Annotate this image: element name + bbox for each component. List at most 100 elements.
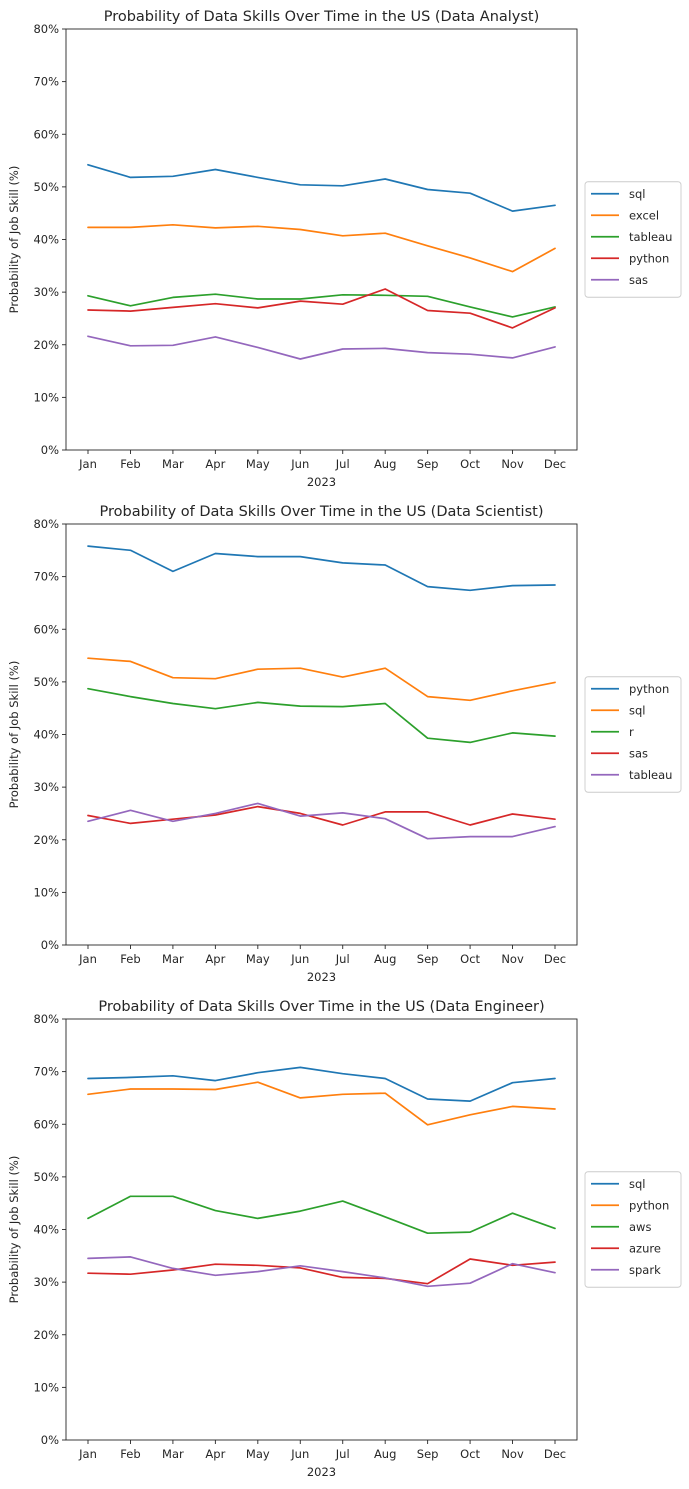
legend-box — [584, 181, 682, 298]
x-axis-label: 2023 — [307, 475, 336, 489]
x-tick-label: Mar — [162, 952, 184, 966]
y-tick-label: 20% — [33, 338, 59, 352]
y-tick-label: 40% — [33, 1223, 59, 1237]
chart-title: Probability of Data Skills Over Time in … — [100, 504, 544, 520]
x-tick-label: Apr — [205, 1447, 225, 1461]
legend-label: azure — [629, 1241, 661, 1255]
legend-box — [584, 1171, 682, 1288]
x-tick-label: Oct — [460, 457, 480, 471]
chart-title: Probability of Data Skills Over Time in … — [98, 999, 544, 1015]
chart-1: Probability of Data Skills Over Time in … — [7, 9, 682, 489]
y-tick-label: 50% — [33, 675, 59, 689]
x-tick-label: Apr — [205, 457, 225, 471]
y-tick-label: 20% — [33, 1328, 59, 1342]
x-tick-label: Aug — [374, 952, 396, 966]
legend-label: aws — [629, 1220, 651, 1234]
x-tick-label: Dec — [544, 1447, 566, 1461]
legend: sql python aws azure spark — [584, 1171, 682, 1288]
x-tick-label: Mar — [162, 457, 184, 471]
y-tick-label: 60% — [33, 127, 59, 141]
x-tick-label: Jan — [78, 1447, 97, 1461]
x-tick-label: Sep — [417, 457, 439, 471]
x-tick-label: Nov — [501, 952, 524, 966]
y-tick-label: 40% — [33, 728, 59, 742]
y-tick-label: 50% — [33, 1170, 59, 1184]
x-tick-label: May — [246, 457, 270, 471]
x-tick-label: Nov — [501, 457, 524, 471]
x-tick-label: Jan — [78, 457, 97, 471]
x-tick-label: Apr — [205, 952, 225, 966]
y-tick-label: 80% — [33, 1012, 59, 1026]
legend-label: spark — [629, 1263, 661, 1277]
x-tick-label: Sep — [417, 1447, 439, 1461]
legend-label: sql — [629, 703, 646, 717]
y-tick-label: 30% — [33, 1275, 59, 1289]
x-tick-label: Oct — [460, 1447, 480, 1461]
legend: python sql r sas tableau — [584, 676, 682, 793]
y-axis-label: Probability of Job Skill (%) — [7, 1156, 21, 1304]
y-tick-label: 10% — [33, 1380, 59, 1394]
series-line-tableau — [87, 802, 556, 840]
legend-label: r — [629, 725, 634, 739]
x-tick-label: Oct — [460, 952, 480, 966]
x-tick-label: Jul — [335, 457, 350, 471]
series-line-tableau — [87, 293, 556, 318]
legend-label: excel — [629, 208, 659, 222]
y-tick-label: 40% — [33, 233, 59, 247]
x-axis-label: 2023 — [307, 1465, 336, 1479]
series-line-spark — [87, 1256, 556, 1288]
y-tick-label: 50% — [33, 180, 59, 194]
legend: sql excel tableau python sas — [584, 181, 682, 298]
series-line-python — [87, 545, 556, 592]
y-tick-label: 0% — [41, 443, 59, 457]
series-line-excel — [87, 223, 556, 273]
legend-label: sql — [629, 1177, 646, 1191]
x-tick-label: Jul — [335, 952, 350, 966]
series-line-sas — [87, 805, 556, 826]
x-tick-label: Jul — [335, 1447, 350, 1461]
series-line-azure — [87, 1258, 556, 1285]
chart-2: Probability of Data Skills Over Time in … — [7, 504, 682, 984]
legend-label: python — [629, 1198, 669, 1212]
legend-label: tableau — [629, 768, 672, 782]
y-tick-label: 80% — [33, 517, 59, 531]
x-tick-label: Feb — [120, 457, 140, 471]
legend-label: python — [629, 682, 669, 696]
y-tick-label: 60% — [33, 622, 59, 636]
x-tick-label: Jun — [290, 457, 309, 471]
y-tick-label: 20% — [33, 833, 59, 847]
series-line-aws — [87, 1195, 556, 1235]
y-axis-label: Probability of Job Skill (%) — [7, 166, 21, 314]
series-line-sas — [87, 335, 556, 360]
legend-label: python — [629, 251, 669, 265]
chart-3: Probability of Data Skills Over Time in … — [7, 999, 682, 1479]
x-tick-label: Dec — [544, 952, 566, 966]
x-tick-label: Jun — [290, 1447, 309, 1461]
y-tick-label: 70% — [33, 1065, 59, 1079]
x-tick-label: May — [246, 1447, 270, 1461]
y-tick-label: 70% — [33, 570, 59, 584]
y-tick-label: 0% — [41, 938, 59, 952]
series-line-sql — [87, 657, 556, 702]
y-axis-label: Probability of Job Skill (%) — [7, 661, 21, 809]
plot-frame — [65, 28, 578, 451]
x-tick-label: Dec — [544, 457, 566, 471]
x-tick-label: Mar — [162, 1447, 184, 1461]
legend-label: sql — [629, 187, 646, 201]
series-line-sql — [87, 1066, 556, 1102]
x-tick-label: Jan — [78, 952, 97, 966]
y-tick-label: 60% — [33, 1117, 59, 1131]
x-axis-label: 2023 — [307, 970, 336, 984]
chart-title: Probability of Data Skills Over Time in … — [104, 9, 540, 25]
legend-box — [584, 676, 682, 793]
y-tick-label: 30% — [33, 285, 59, 299]
y-tick-label: 70% — [33, 75, 59, 89]
series-line-python — [87, 1081, 556, 1126]
x-tick-label: Nov — [501, 1447, 524, 1461]
y-tick-label: 80% — [33, 22, 59, 36]
x-tick-label: Aug — [374, 1447, 396, 1461]
legend-label: sas — [629, 746, 648, 760]
x-tick-label: Feb — [120, 952, 140, 966]
